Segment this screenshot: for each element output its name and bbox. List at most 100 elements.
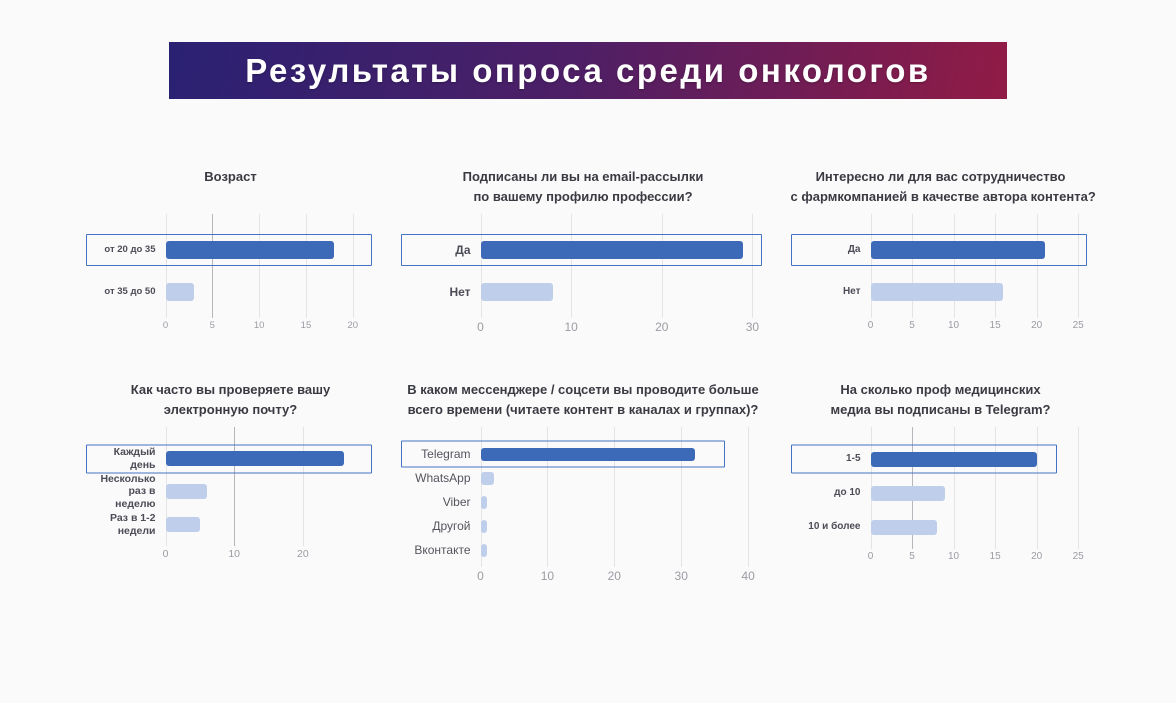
x-tick-label: 0 <box>162 320 169 331</box>
chart-rows: Да Нет <box>790 229 1091 313</box>
gridline <box>305 214 307 318</box>
bar-track <box>480 514 762 538</box>
chart-title: На сколько проф медицинских медиа вы подп… <box>791 380 1091 426</box>
survey-chart: Подписаны ли вы на email-рассылки по ваше… <box>400 167 766 334</box>
chart-title-line: На сколько проф медицинских <box>840 382 1041 397</box>
page-title: Результаты опроса среди онкологов <box>245 51 931 89</box>
x-axis: 0 5 10 15 20 25 <box>867 318 1087 334</box>
chart-plot: 1-5 до 10 10 и более 0 5 10 15 20 25 <box>790 427 1091 565</box>
gridlines <box>165 214 372 318</box>
chart-plot: Да Нет 0 10 20 30 <box>400 214 766 334</box>
title-banner: Результаты опроса среди онкологов <box>169 42 1007 99</box>
x-tick-label: 0 <box>162 548 169 560</box>
chart-title-line: Возраст <box>204 169 257 184</box>
x-tick-label: 30 <box>745 320 760 334</box>
gridlines <box>480 214 762 318</box>
chart-row: Да <box>400 229 766 271</box>
bar-track <box>165 271 372 313</box>
gridline <box>912 214 914 318</box>
x-tick-label: 20 <box>296 548 309 560</box>
x-tick-label: 0 <box>867 320 874 331</box>
chart-title-line: всего времени (читаете контент в каналах… <box>407 402 759 418</box>
chart-plot: от 20 до 35 от 35 до 50 0 5 10 15 20 <box>85 214 376 334</box>
gridline <box>995 214 997 318</box>
bar-track <box>400 440 762 468</box>
x-tick-label: 10 <box>253 320 265 331</box>
gridline <box>1036 427 1038 549</box>
gridline <box>1078 214 1080 318</box>
chart-row: Viber <box>401 490 766 514</box>
bar-track <box>85 229 372 271</box>
bar <box>165 517 200 532</box>
highlight-box <box>790 234 1087 266</box>
survey-chart: Возраст от 20 до 35 от 35 до 50 0 5 10 15 20 <box>85 167 376 334</box>
x-tick-label: 10 <box>564 320 578 334</box>
gridline <box>752 214 754 318</box>
highlight-box <box>85 444 372 473</box>
survey-chart: На сколько проф медицинских медиа вы подп… <box>790 380 1091 565</box>
gridline <box>480 214 482 318</box>
category-label: Да <box>455 242 471 257</box>
bar <box>165 283 194 301</box>
gridline <box>165 214 167 318</box>
x-axis: 0 5 10 15 20 25 <box>867 549 1087 565</box>
bar <box>870 283 1004 301</box>
x-tick-label: 10 <box>540 569 555 583</box>
x-tick-label: 25 <box>1072 320 1084 331</box>
chart-title: Возраст <box>86 167 376 213</box>
category-label: Каждый день <box>113 445 156 471</box>
x-axis: 0 10 20 <box>162 546 372 562</box>
x-tick-label: 0 <box>477 569 484 583</box>
x-axis: 0 10 20 30 <box>477 318 762 334</box>
x-tick-label: 0 <box>867 551 874 562</box>
chart-title-line: Как часто вы проверяете вашу <box>130 382 331 397</box>
bar <box>480 495 488 509</box>
category-label: от 20 до 35 <box>104 244 156 256</box>
x-axis: 0 5 10 15 20 <box>162 318 372 334</box>
chart-rows: Каждый день Несколько раз в неделю Раз в 1… <box>85 442 376 541</box>
chart-row: Несколько раз в неделю <box>86 473 376 510</box>
bar-track <box>790 442 1087 476</box>
x-tick-label: 20 <box>1031 320 1043 331</box>
chart-row: Нет <box>401 271 766 313</box>
gridline <box>1036 214 1038 318</box>
bar-track <box>870 476 1087 510</box>
gridline <box>259 214 261 318</box>
chart-row: Да <box>790 229 1091 271</box>
x-axis: 0 10 20 30 40 <box>477 567 762 583</box>
x-tick-label: 30 <box>674 569 688 583</box>
bar-track <box>480 490 762 514</box>
category-label: Да <box>847 244 861 255</box>
category-label: Нет <box>449 284 471 299</box>
gridline <box>995 427 997 549</box>
highlight-box <box>790 444 1058 474</box>
chart-rows: Telegram WhatsApp Viber Другой Вконтакте <box>400 440 766 562</box>
bar <box>480 447 695 461</box>
bar <box>870 241 1045 259</box>
bar-track <box>480 538 762 562</box>
bar <box>165 484 207 499</box>
gridline <box>352 214 354 318</box>
chart-title: Подписаны ли вы на email-рассылки по ваше… <box>401 167 766 213</box>
category-label: Раз в 1-2 недели <box>109 511 156 537</box>
x-tick-label: 20 <box>607 569 621 583</box>
x-tick-label: 15 <box>300 320 312 331</box>
bar-track <box>480 466 762 490</box>
category-label: Вконтакте <box>414 542 471 557</box>
chart-plot: Каждый день Несколько раз в неделю Раз в 1… <box>85 427 376 562</box>
category-label: Другой <box>432 518 471 533</box>
chart-row: 1-5 <box>790 442 1091 476</box>
bar-track <box>165 475 372 508</box>
chart-rows: от 20 до 35 от 35 до 50 <box>85 229 376 313</box>
category-label: Viber <box>442 494 471 509</box>
chart-row: от 35 до 50 <box>86 271 376 313</box>
bar <box>870 451 1037 467</box>
x-tick-label: 10 <box>948 320 960 331</box>
gridline <box>681 427 683 567</box>
x-tick-label: 5 <box>909 320 915 331</box>
category-label: от 35 до 50 <box>104 286 156 298</box>
chart-title: В каком мессенджере / соцсети вы проводи… <box>401 380 766 426</box>
gridline <box>953 427 955 549</box>
chart-title-line: В каком мессенджере / соцсети вы проводи… <box>407 382 759 397</box>
chart-row: до 10 <box>791 476 1091 510</box>
